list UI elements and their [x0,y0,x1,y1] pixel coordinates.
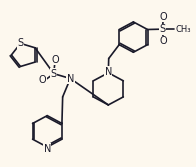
Text: N: N [105,67,112,77]
Text: S: S [51,69,57,79]
Text: N: N [44,144,51,154]
Text: O: O [159,12,167,22]
Text: O: O [39,75,47,85]
Text: S: S [17,38,24,48]
Text: S: S [160,24,166,34]
Text: O: O [159,36,167,46]
Text: O: O [51,55,59,65]
Text: N: N [67,73,74,84]
Text: CH₃: CH₃ [175,25,191,34]
